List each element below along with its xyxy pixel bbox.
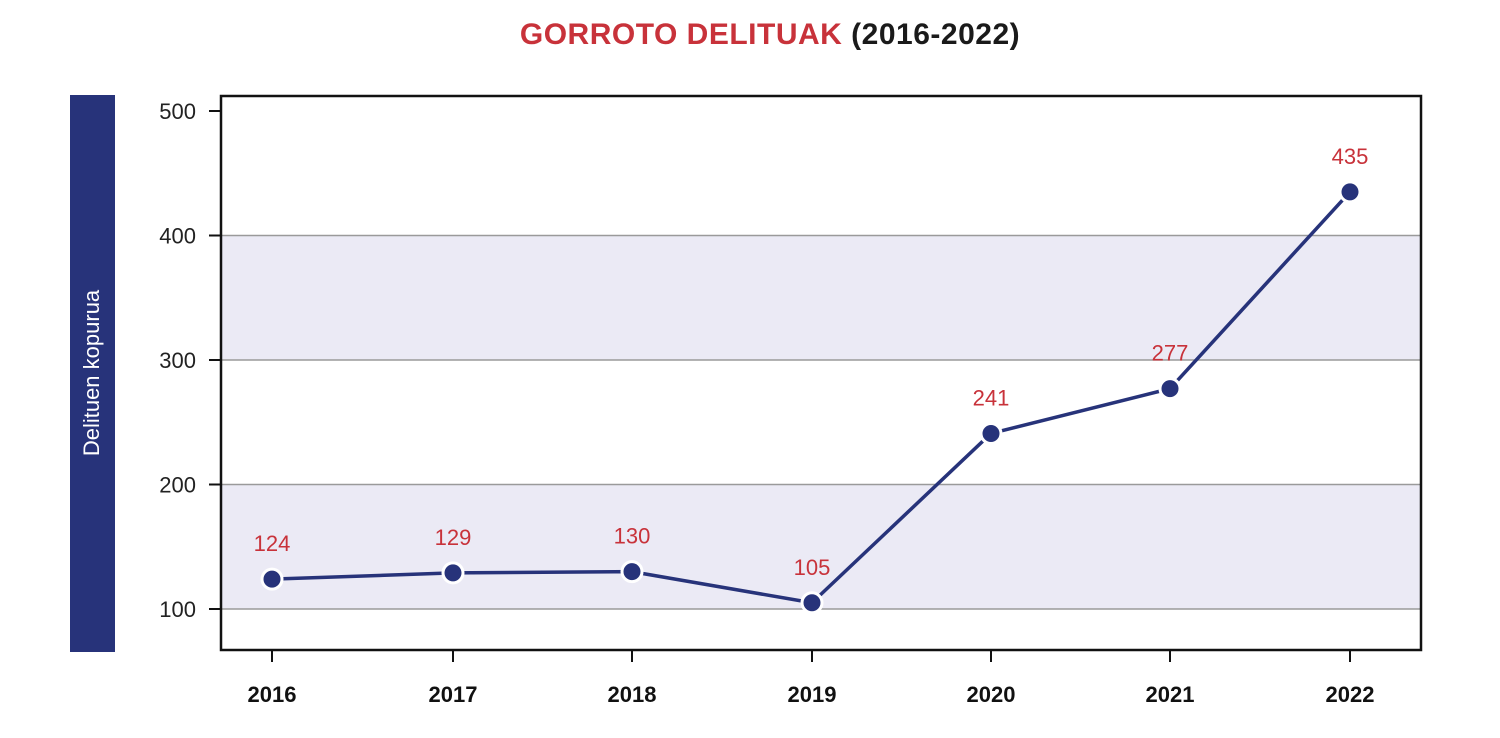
- grid-band-0: [221, 484, 1421, 609]
- data-point: [260, 567, 284, 591]
- data-label: 124: [254, 531, 291, 556]
- x-tick-label: 2022: [1326, 682, 1375, 707]
- grid-band-1: [221, 235, 1421, 360]
- y-tick-label: 500: [159, 99, 196, 124]
- plot-frame: [219, 94, 1423, 652]
- x-tick-label: 2021: [1146, 682, 1195, 707]
- y-tick-label: 100: [159, 597, 196, 622]
- data-label: 129: [435, 525, 472, 550]
- y-tick-label: 400: [159, 224, 196, 249]
- data-label: 435: [1332, 144, 1369, 169]
- chart-title-years: (2016-2022): [851, 18, 1021, 51]
- data-label: 130: [614, 524, 651, 549]
- x-tick-label: 2016: [248, 682, 297, 707]
- chart-title: GORROTO DELITUAK (2016-2022): [0, 18, 1500, 52]
- x-tick-label: 2019: [788, 682, 837, 707]
- x-tick-label: 2018: [608, 682, 657, 707]
- data-point: [979, 421, 1003, 445]
- data-label: 241: [973, 385, 1010, 410]
- y-tick-label: 200: [159, 473, 196, 498]
- x-tick-label: 2017: [429, 682, 478, 707]
- data-point: [800, 591, 824, 615]
- data-label: 105: [794, 555, 831, 580]
- x-tick-label: 2020: [967, 682, 1016, 707]
- y-axis-label-bar: [70, 95, 115, 652]
- y-tick-label: 300: [159, 348, 196, 373]
- data-point: [620, 560, 644, 584]
- data-point: [1338, 180, 1362, 204]
- data-point: [1158, 377, 1182, 401]
- data-point: [441, 561, 465, 585]
- data-label: 277: [1152, 341, 1189, 366]
- chart-title-main: GORROTO DELITUAK: [519, 18, 843, 51]
